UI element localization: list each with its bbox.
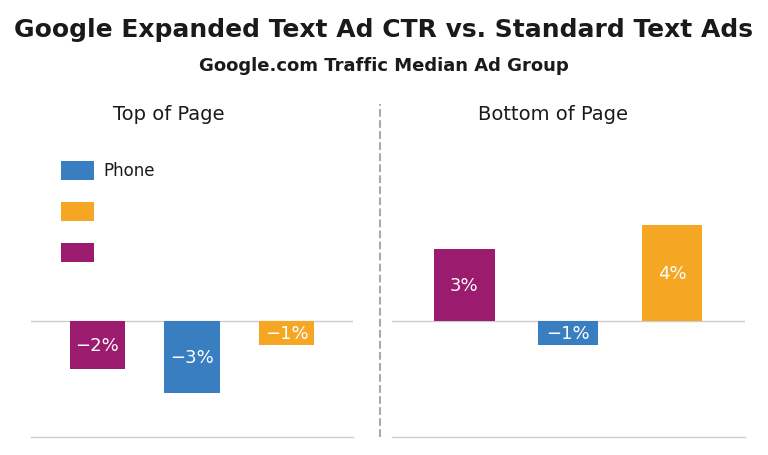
Text: Bottom of Page: Bottom of Page [478, 105, 628, 124]
Bar [434, 249, 495, 321]
Bar [538, 321, 598, 345]
Bar [260, 321, 314, 345]
Bar [642, 225, 703, 321]
Text: −3%: −3% [170, 349, 214, 366]
Text: −1%: −1% [547, 324, 590, 343]
Text: 4%: 4% [658, 264, 687, 282]
Text: −2%: −2% [75, 337, 119, 354]
Text: Google Expanded Text Ad CTR vs. Standard Text Ads: Google Expanded Text Ad CTR vs. Standard… [15, 18, 753, 42]
Text: Top of Page: Top of Page [113, 105, 225, 124]
Text: 3%: 3% [450, 276, 478, 294]
Bar [70, 321, 124, 369]
Bar [164, 321, 220, 394]
Text: Desktop: Desktop [104, 243, 173, 262]
Text: Phone: Phone [104, 162, 155, 180]
Text: Google.com Traffic Median Ad Group: Google.com Traffic Median Ad Group [199, 57, 569, 75]
Text: −1%: −1% [265, 324, 309, 343]
Text: Tablet: Tablet [104, 202, 153, 221]
